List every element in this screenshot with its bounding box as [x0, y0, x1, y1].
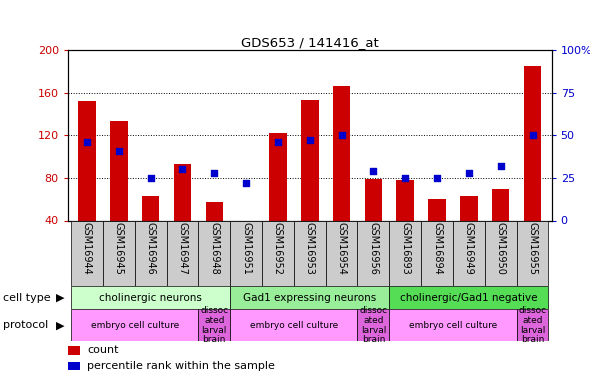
- Bar: [78, 101, 96, 220]
- Bar: [365, 179, 382, 220]
- Text: count: count: [87, 345, 119, 355]
- Text: cholinergic/Gad1 negative: cholinergic/Gad1 negative: [400, 293, 537, 303]
- Bar: [421, 220, 453, 286]
- Bar: [230, 286, 389, 309]
- Text: GSM16952: GSM16952: [273, 222, 283, 276]
- Bar: [396, 180, 414, 220]
- Bar: [389, 220, 421, 286]
- Bar: [262, 220, 294, 286]
- Bar: [198, 309, 230, 341]
- Text: cholinergic neurons: cholinergic neurons: [99, 293, 202, 303]
- Bar: [110, 122, 127, 220]
- Point: [401, 175, 410, 181]
- Bar: [166, 220, 198, 286]
- Bar: [460, 196, 478, 220]
- Bar: [230, 309, 358, 341]
- Point: [305, 137, 314, 143]
- Text: embryo cell culture: embryo cell culture: [91, 321, 179, 330]
- Bar: [135, 220, 166, 286]
- Text: dissoc
ated
larval
brain: dissoc ated larval brain: [359, 306, 388, 344]
- Bar: [333, 86, 350, 220]
- Text: GSM16893: GSM16893: [400, 222, 410, 275]
- Bar: [173, 164, 191, 220]
- Text: dissoc
ated
larval
brain: dissoc ated larval brain: [200, 306, 228, 344]
- Bar: [142, 196, 159, 220]
- Text: percentile rank within the sample: percentile rank within the sample: [87, 361, 275, 371]
- Text: GSM16944: GSM16944: [82, 222, 92, 275]
- Bar: [71, 286, 230, 309]
- Bar: [103, 220, 135, 286]
- Point: [528, 132, 537, 138]
- Text: GSM16947: GSM16947: [178, 222, 188, 275]
- Text: Gad1 expressing neurons: Gad1 expressing neurons: [243, 293, 376, 303]
- Bar: [269, 133, 287, 220]
- Bar: [428, 199, 446, 220]
- Bar: [230, 220, 262, 286]
- Text: ▶: ▶: [57, 293, 65, 303]
- Point: [337, 132, 346, 138]
- Text: embryo cell culture: embryo cell culture: [409, 321, 497, 330]
- Text: embryo cell culture: embryo cell culture: [250, 321, 338, 330]
- Bar: [517, 220, 549, 286]
- Bar: [198, 220, 230, 286]
- Text: GSM16894: GSM16894: [432, 222, 442, 275]
- Point: [432, 175, 442, 181]
- Bar: [71, 220, 103, 286]
- Text: GSM16946: GSM16946: [146, 222, 156, 275]
- Bar: [68, 362, 80, 370]
- Bar: [389, 286, 549, 309]
- Point: [369, 168, 378, 174]
- Text: cell type: cell type: [3, 293, 51, 303]
- Bar: [453, 220, 485, 286]
- Bar: [358, 309, 389, 341]
- Point: [114, 147, 123, 153]
- Text: GSM16950: GSM16950: [496, 222, 506, 275]
- Point: [464, 170, 474, 176]
- Text: GSM16955: GSM16955: [527, 222, 537, 276]
- Point: [146, 175, 155, 181]
- Text: GSM16953: GSM16953: [305, 222, 314, 275]
- Point: [273, 139, 283, 145]
- Text: GSM16954: GSM16954: [336, 222, 346, 275]
- Point: [82, 139, 91, 145]
- Bar: [389, 309, 517, 341]
- Point: [241, 180, 251, 186]
- Text: dissoc
ated
larval
brain: dissoc ated larval brain: [519, 306, 546, 344]
- Bar: [524, 66, 541, 220]
- Point: [209, 170, 219, 176]
- Bar: [68, 346, 80, 354]
- Text: GSM16951: GSM16951: [241, 222, 251, 275]
- Bar: [358, 220, 389, 286]
- Text: GSM16948: GSM16948: [209, 222, 219, 275]
- Bar: [517, 309, 549, 341]
- Text: protocol: protocol: [3, 320, 48, 330]
- Text: GSM16949: GSM16949: [464, 222, 474, 275]
- Point: [178, 166, 187, 172]
- Text: GSM16956: GSM16956: [368, 222, 378, 275]
- Text: ▶: ▶: [57, 320, 65, 330]
- Title: GDS653 / 141416_at: GDS653 / 141416_at: [241, 36, 379, 49]
- Bar: [326, 220, 358, 286]
- Bar: [205, 202, 223, 220]
- Text: GSM16945: GSM16945: [114, 222, 124, 275]
- Bar: [71, 309, 198, 341]
- Bar: [294, 220, 326, 286]
- Bar: [492, 189, 510, 220]
- Bar: [485, 220, 517, 286]
- Point: [496, 163, 506, 169]
- Bar: [301, 100, 319, 220]
